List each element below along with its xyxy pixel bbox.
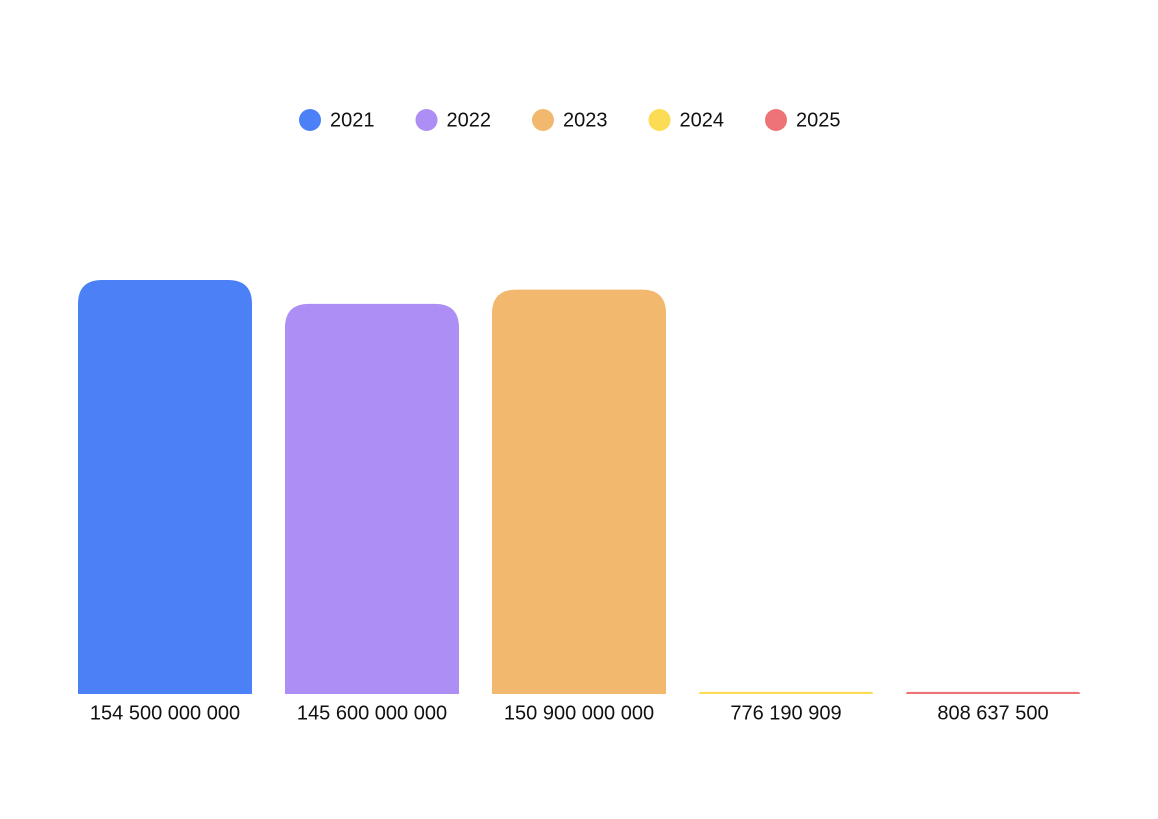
legend-marker	[648, 109, 671, 131]
legend-label: 2025	[796, 109, 841, 131]
legend-label: 2022	[447, 109, 492, 131]
bar	[78, 280, 252, 694]
legend-label: 2024	[680, 109, 725, 131]
legend-marker	[765, 109, 787, 131]
value-label: 776 190 909	[730, 702, 841, 724]
bar	[285, 303, 459, 694]
value-label: 808 637 500	[937, 702, 1048, 724]
bar	[906, 691, 1080, 694]
legend-marker	[299, 109, 321, 131]
bar	[492, 289, 666, 694]
legend-marker	[532, 109, 554, 131]
legend-marker	[415, 109, 438, 131]
value-label: 154 500 000 000	[90, 702, 240, 724]
value-label: 145 600 000 000	[297, 702, 447, 724]
value-label: 150 900 000 000	[504, 702, 654, 724]
legend-label: 2021	[330, 109, 375, 131]
legend-label: 2023	[563, 109, 608, 131]
bar	[699, 691, 873, 694]
